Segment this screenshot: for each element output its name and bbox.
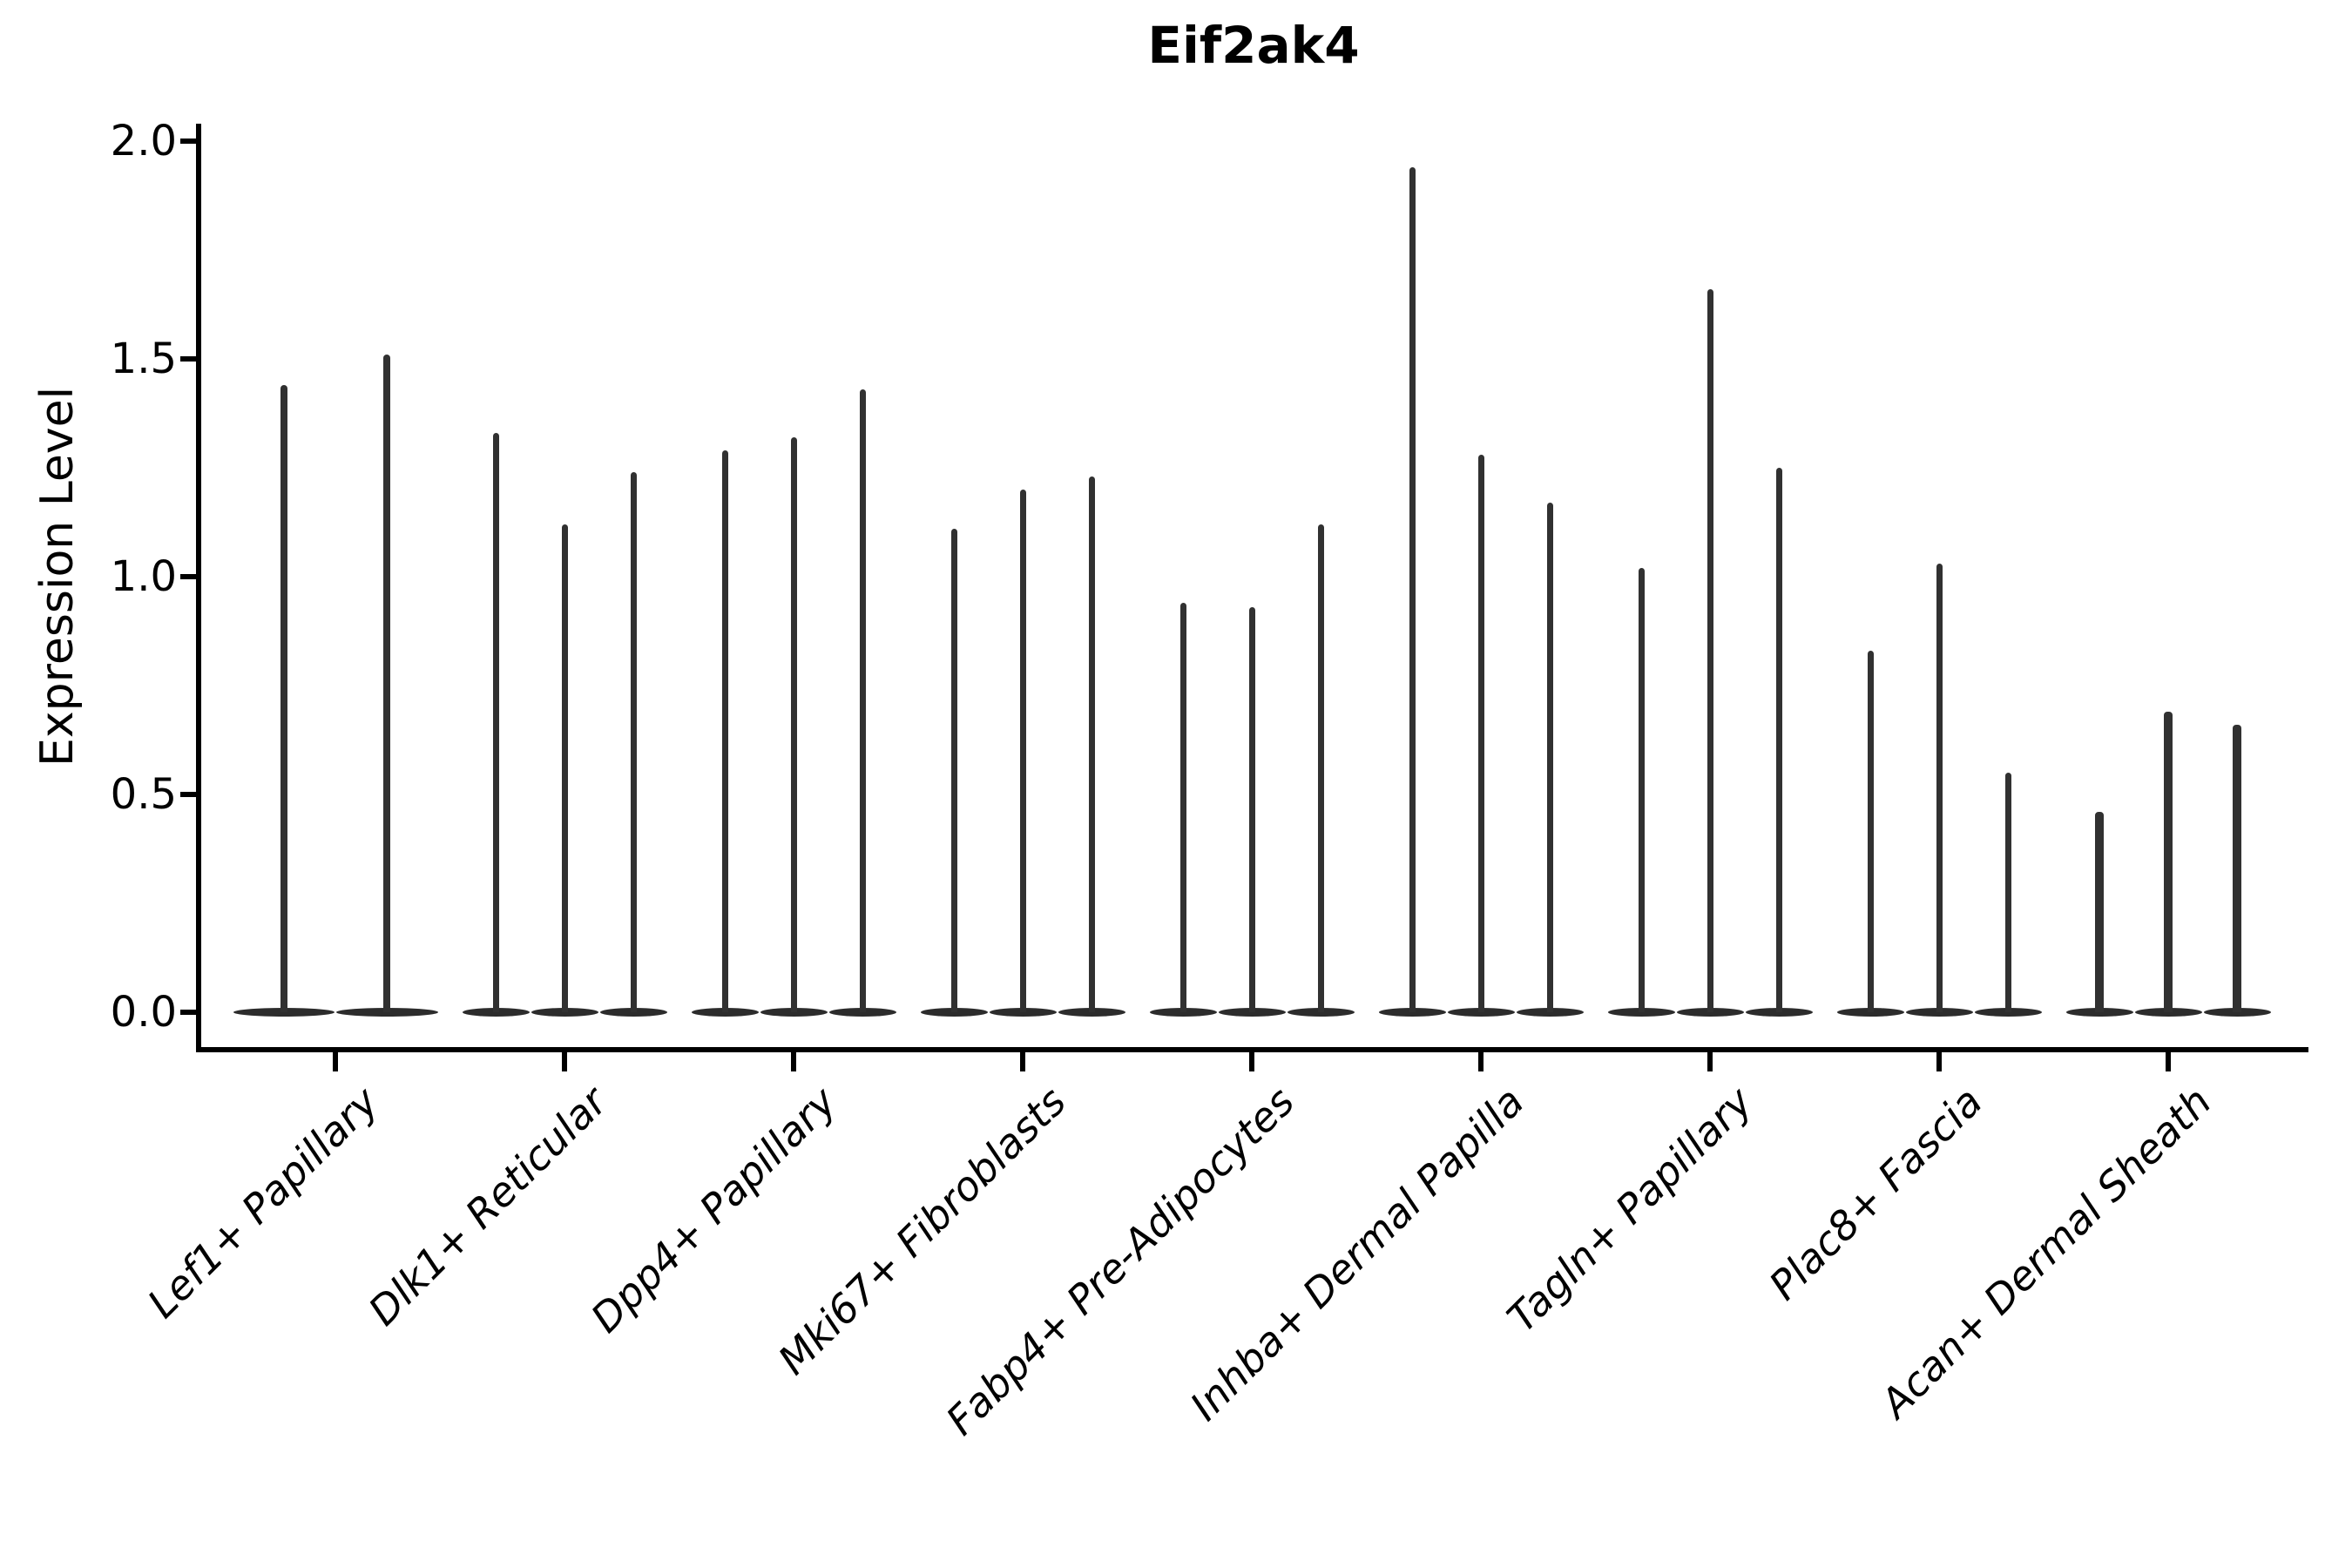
violin <box>1409 167 1416 1012</box>
violin <box>721 450 728 1012</box>
x-tick <box>1020 1052 1025 1071</box>
y-tick-label: 1.0 <box>110 552 177 601</box>
violin <box>492 433 499 1012</box>
violin <box>1019 490 1026 1012</box>
violin <box>1546 503 1553 1012</box>
violin-base <box>1516 1008 1584 1017</box>
violin-base <box>989 1008 1057 1017</box>
violin-base <box>336 1008 438 1017</box>
y-tick <box>180 1010 199 1015</box>
violin-base <box>2203 1008 2271 1017</box>
violin <box>1477 455 1484 1012</box>
violin-base <box>1836 1008 1904 1017</box>
bottom-spine <box>196 1047 2308 1052</box>
violin <box>1775 468 1782 1012</box>
violin <box>1707 289 1713 1012</box>
y-tick <box>180 356 199 362</box>
y-tick-label: 0.5 <box>110 770 177 819</box>
y-tick-label: 1.5 <box>110 335 177 383</box>
x-tick <box>1478 1052 1484 1071</box>
violin <box>1936 564 1943 1012</box>
violin-base <box>828 1008 896 1017</box>
violin-base <box>1607 1008 1675 1017</box>
violin-base <box>2134 1008 2202 1017</box>
violin-base <box>462 1008 530 1017</box>
violin-base <box>599 1008 667 1017</box>
violin-base <box>531 1008 598 1017</box>
violin <box>2164 712 2173 1012</box>
x-tick <box>791 1052 796 1071</box>
violin <box>1088 476 1095 1012</box>
violin <box>630 472 637 1012</box>
x-tick <box>333 1052 338 1071</box>
violin-base <box>2065 1008 2133 1017</box>
violin-base <box>760 1008 828 1017</box>
x-tick <box>2166 1052 2171 1071</box>
violin <box>2004 773 2011 1012</box>
y-tick-label: 0.0 <box>110 988 177 1037</box>
violin <box>859 389 866 1012</box>
violin <box>950 529 957 1012</box>
violin <box>1317 524 1324 1012</box>
x-tick-label: Dpp4+ Papillary <box>581 1078 846 1342</box>
violin <box>1179 603 1186 1012</box>
x-tick <box>562 1052 567 1071</box>
x-tick-label: Lef1+ Papillary <box>138 1078 388 1328</box>
x-tick <box>1707 1052 1713 1071</box>
violin-base <box>1745 1008 1813 1017</box>
violin-base <box>1378 1008 1446 1017</box>
violin-base <box>233 1008 335 1017</box>
x-tick-label: Dlk1+ Reticular <box>359 1078 617 1335</box>
violin-base <box>920 1008 988 1017</box>
violin-base <box>1974 1008 2042 1017</box>
left-spine <box>196 124 201 1052</box>
violin <box>1638 568 1645 1012</box>
violin <box>280 385 287 1012</box>
violin <box>790 437 797 1012</box>
x-tick-label: Plac8+ Fascia <box>1760 1078 1991 1309</box>
violin-base <box>1287 1008 1355 1017</box>
violin <box>2095 812 2104 1012</box>
chart-title: Eif2ak4 <box>1147 16 1360 75</box>
violin-base <box>691 1008 759 1017</box>
y-tick <box>180 139 199 144</box>
x-tick <box>1249 1052 1254 1071</box>
violin-base <box>1676 1008 1744 1017</box>
violin <box>561 524 568 1012</box>
y-tick <box>180 574 199 579</box>
violin-base <box>1218 1008 1286 1017</box>
violin-base <box>1058 1008 1125 1017</box>
y-tick-label: 2.0 <box>110 117 177 166</box>
y-tick <box>180 792 199 797</box>
violin <box>1867 651 1874 1012</box>
violin-base <box>1149 1008 1217 1017</box>
violin <box>1248 607 1255 1012</box>
x-tick <box>1936 1052 1942 1071</box>
violin <box>2233 725 2241 1012</box>
violin-base <box>1447 1008 1515 1017</box>
violin-base <box>1905 1008 1973 1017</box>
x-tick-label: Tagln+ Papillary <box>1498 1078 1762 1342</box>
violin <box>383 355 391 1012</box>
